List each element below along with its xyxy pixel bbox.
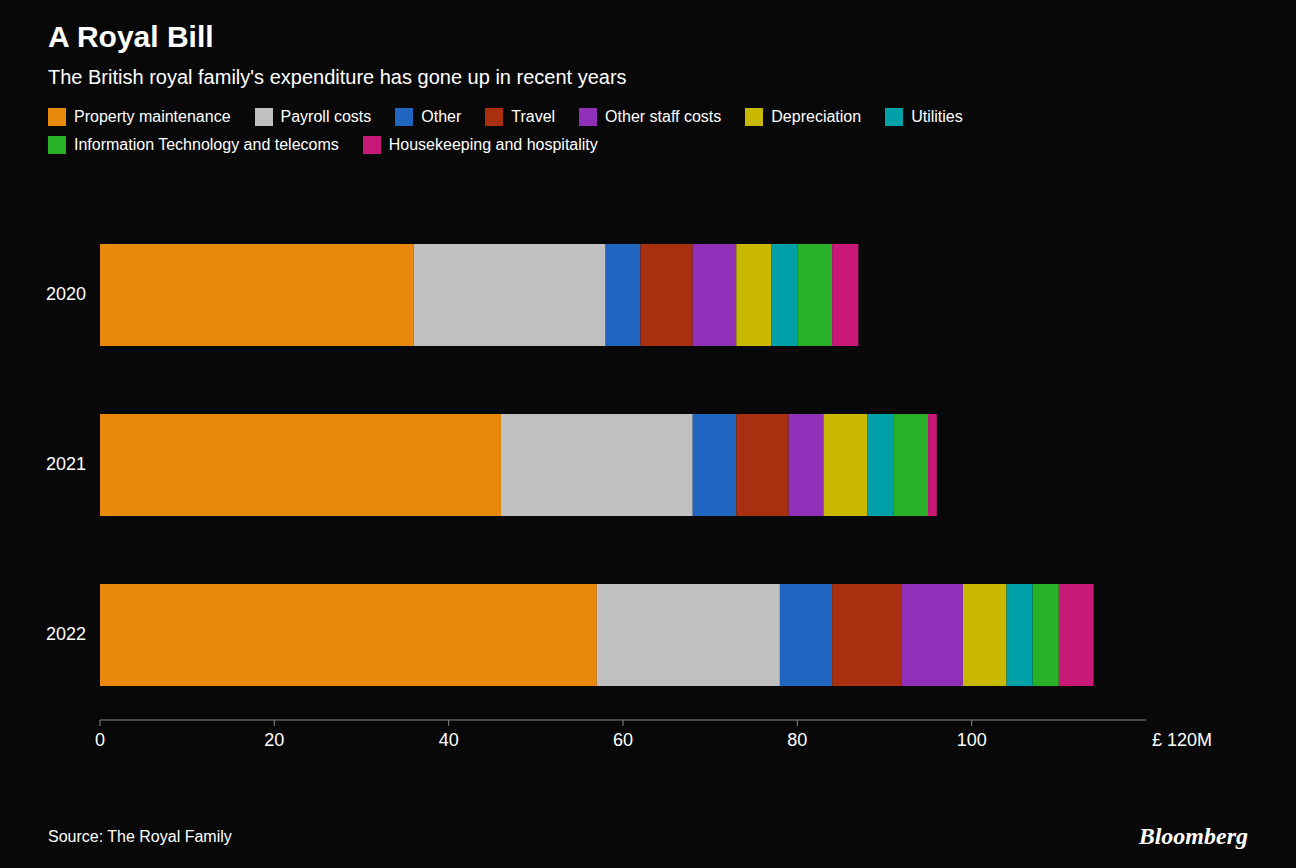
x-tick-label: 60 <box>613 730 633 750</box>
x-tick-label: 100 <box>957 730 987 750</box>
x-tick <box>448 720 449 726</box>
legend-swatch <box>255 108 273 126</box>
legend-label: Information Technology and telecoms <box>74 136 339 154</box>
chart: 2022 2021 2020 0 20 40 60 80 100 £ 120M <box>0 190 1296 790</box>
bar-segment <box>597 584 780 686</box>
bar-segment <box>736 414 788 516</box>
bar-segment <box>100 414 501 516</box>
legend-item: Depreciation <box>745 108 861 126</box>
bar-segment <box>693 414 737 516</box>
x-tick <box>971 720 972 726</box>
bar-segment <box>100 584 597 686</box>
legend-label: Other staff costs <box>605 108 721 126</box>
legend-label: Housekeeping and hospitality <box>389 136 598 154</box>
bar-segment <box>893 414 928 516</box>
legend-swatch <box>579 108 597 126</box>
bar-segment <box>1059 584 1094 686</box>
legend-item: Payroll costs <box>255 108 372 126</box>
bar-segment <box>797 244 832 346</box>
legend-swatch <box>48 108 66 126</box>
legend-label: Payroll costs <box>281 108 372 126</box>
legend-swatch <box>885 108 903 126</box>
bar-segment <box>693 244 737 346</box>
x-axis-label: £ 120M <box>1152 730 1212 750</box>
x-tick <box>100 720 101 726</box>
legend-label: Travel <box>511 108 555 126</box>
subtitle: The British royal family's expenditure h… <box>48 66 627 89</box>
credit: Bloomberg <box>1139 823 1248 850</box>
bar-segment <box>789 414 824 516</box>
bar-segment <box>832 584 902 686</box>
x-tick <box>623 720 624 726</box>
legend-item: Housekeeping and hospitality <box>363 136 598 154</box>
bar-segment <box>771 244 797 346</box>
y-tick-label: 2022 <box>46 624 86 644</box>
legend-item: Property maintenance <box>48 108 231 126</box>
legend-swatch <box>48 136 66 154</box>
legend-label: Utilities <box>911 108 963 126</box>
x-tick-label: 0 <box>95 730 105 750</box>
legend-swatch <box>395 108 413 126</box>
x-tick-label: 80 <box>787 730 807 750</box>
y-tick-label: 2020 <box>46 284 86 304</box>
bars <box>100 244 1094 686</box>
x-tick <box>797 720 798 726</box>
legend-item: Travel <box>485 108 555 126</box>
bar-segment <box>928 414 937 516</box>
legend-label: Property maintenance <box>74 108 231 126</box>
legend-item: Information Technology and telecoms <box>48 136 339 154</box>
x-tick-label: 40 <box>439 730 459 750</box>
legend-swatch <box>745 108 763 126</box>
legend: Property maintenance Payroll costs Other Tr… <box>48 108 1248 154</box>
legend-swatch <box>485 108 503 126</box>
bar-segment <box>100 244 414 346</box>
bar-segment <box>1007 584 1033 686</box>
bar-segment <box>640 244 692 346</box>
bar-segment <box>1033 584 1059 686</box>
x-tick-label: 20 <box>264 730 284 750</box>
bar-segment <box>414 244 606 346</box>
bar-segment <box>902 584 963 686</box>
legend-label: Other <box>421 108 461 126</box>
source: Source: The Royal Family <box>48 828 232 846</box>
legend-item: Other <box>395 108 461 126</box>
x-tick <box>274 720 275 726</box>
legend-swatch <box>363 136 381 154</box>
bar-segment <box>963 584 1007 686</box>
bar-segment <box>606 244 641 346</box>
bar-segment <box>823 414 867 516</box>
bar-segment <box>780 584 832 686</box>
title: A Royal Bill <box>48 20 214 54</box>
legend-label: Depreciation <box>771 108 861 126</box>
bar-segment <box>501 414 693 516</box>
bar-segment <box>832 244 858 346</box>
y-tick-label: 2021 <box>46 454 86 474</box>
bar-segment <box>736 244 771 346</box>
bar-segment <box>867 414 893 516</box>
legend-item: Utilities <box>885 108 963 126</box>
legend-item: Other staff costs <box>579 108 721 126</box>
